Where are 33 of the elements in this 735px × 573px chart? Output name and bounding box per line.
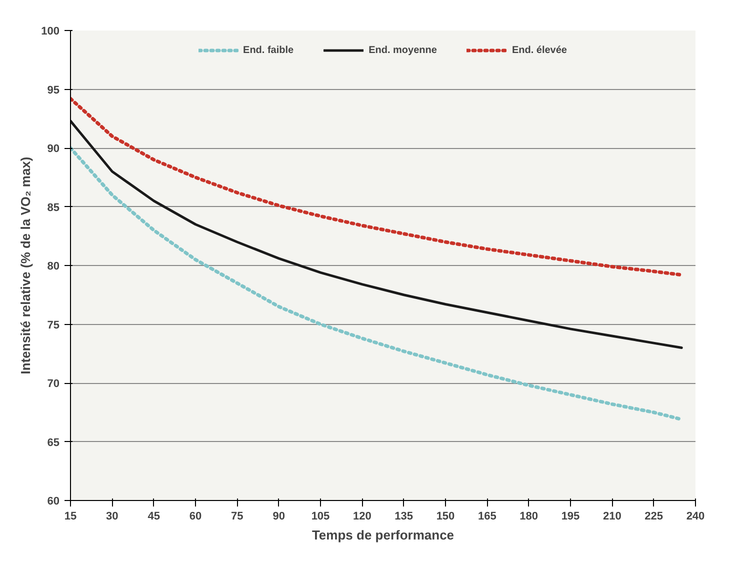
- x-tick-label: 210: [602, 510, 622, 522]
- y-tick-label: 75: [47, 319, 60, 332]
- x-tick-label: 120: [352, 510, 372, 522]
- x-tick-label: 225: [644, 510, 664, 522]
- x-tick-label: 150: [436, 510, 455, 522]
- x-tick-label: 45: [148, 510, 160, 522]
- y-tick-label: 60: [47, 496, 60, 508]
- y-axis-title: Intensité relative (% de la VO₂ max): [18, 156, 34, 374]
- x-tick-label: 75: [231, 510, 244, 522]
- y-tick-label: 70: [47, 378, 60, 390]
- y-tick-label: 80: [47, 260, 60, 272]
- line-series: [70, 96, 684, 277]
- legend-label: End. faible: [243, 44, 294, 56]
- legend-label: End. élevée: [512, 44, 567, 56]
- x-tick-label: 180: [520, 510, 538, 522]
- y-tick-label: 100: [41, 26, 60, 38]
- x-tick-label: 195: [561, 510, 580, 522]
- line-series: [70, 146, 684, 422]
- x-tick-label: 15: [64, 510, 77, 522]
- x-axis-title: Temps de performance: [312, 528, 454, 542]
- x-tick-label: 105: [311, 510, 330, 522]
- x-tick-label: 165: [478, 510, 496, 522]
- y-tick-label: 65: [47, 436, 60, 449]
- x-tick-label: 90: [272, 510, 285, 522]
- y-tick-label: 95: [47, 84, 60, 96]
- x-tick-label: 60: [189, 510, 202, 522]
- y-tick-label: 85: [47, 202, 60, 214]
- line-series: [70, 120, 683, 349]
- x-tick-label: 240: [686, 510, 705, 522]
- x-tick-label: 135: [394, 510, 414, 522]
- y-tick-label: 90: [47, 143, 60, 155]
- x-tick-label: 30: [106, 510, 118, 522]
- legend-label: End. moyenne: [368, 44, 437, 56]
